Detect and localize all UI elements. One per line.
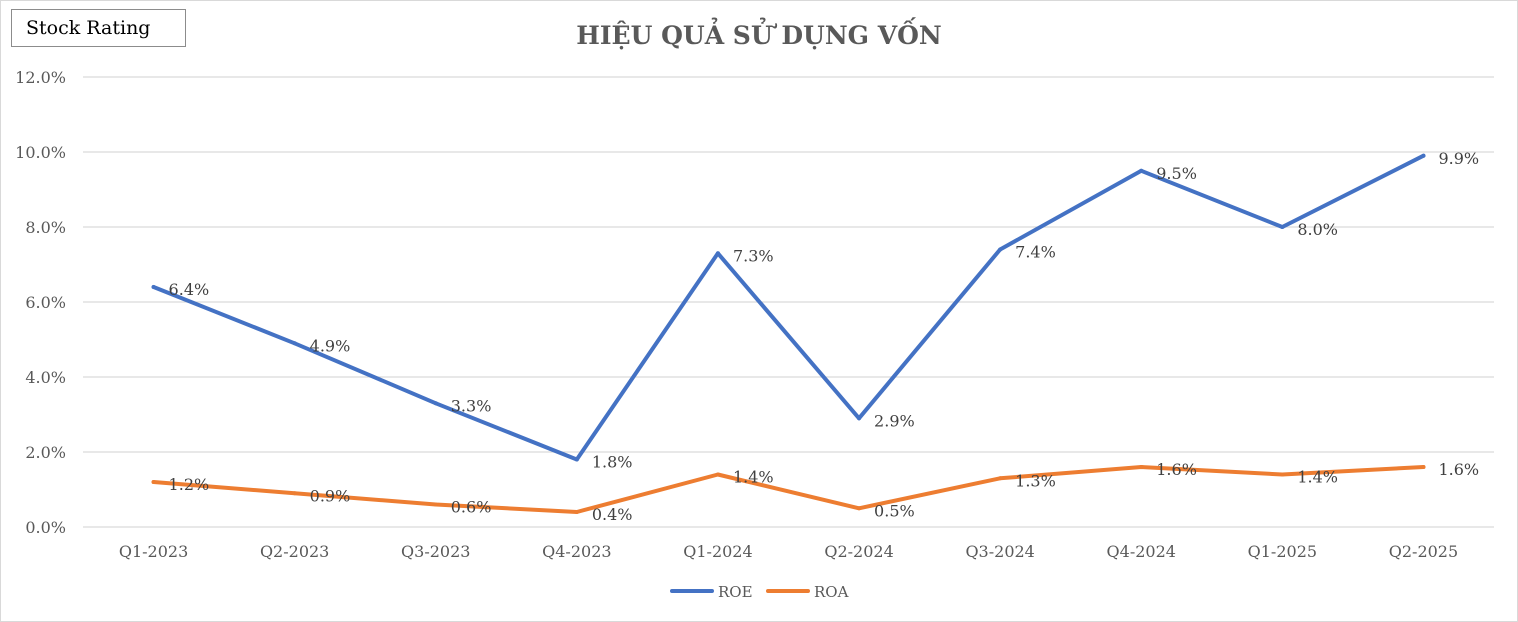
data-point-roe: [1139, 168, 1144, 173]
data-point-roa: [433, 502, 438, 507]
y-tick-label: 10.0%: [15, 143, 66, 162]
x-tick-label: Q2-2023: [260, 542, 329, 561]
data-point-roe: [998, 247, 1003, 252]
data-point-roa: [998, 476, 1003, 481]
data-point-roe: [433, 401, 438, 406]
data-point-roe: [1421, 153, 1426, 158]
data-label-roa: 0.6%: [451, 498, 492, 517]
series-line-roa: [151, 465, 1426, 514]
data-label-roa: 1.4%: [1297, 468, 1338, 487]
data-label-roa: 1.2%: [169, 475, 210, 494]
chart-title: HIỆU QUẢ SỬ DỤNG VỐN: [576, 18, 942, 50]
x-tick-label: Q1-2025: [1248, 542, 1317, 561]
x-tick-label: Q3-2024: [965, 542, 1034, 561]
data-label-roe: 2.9%: [874, 411, 915, 430]
y-tick-label: 0.0%: [25, 518, 66, 537]
data-point-roe: [574, 457, 579, 462]
data-label-roe: 9.5%: [1156, 164, 1197, 183]
y-tick-label: 12.0%: [15, 68, 66, 87]
data-label-roe: 4.9%: [310, 336, 351, 355]
data-label-roe: 7.4%: [1015, 243, 1056, 262]
data-label-roe: 8.0%: [1297, 220, 1338, 239]
data-point-roe: [1280, 225, 1285, 229]
data-label-roa: 0.9%: [310, 486, 351, 505]
data-point-roa: [857, 506, 862, 511]
series-group: [151, 153, 1426, 514]
data-label-roa: 1.3%: [1015, 471, 1056, 490]
y-tick-label: 4.0%: [25, 368, 66, 387]
y-tick-label: 8.0%: [25, 218, 66, 237]
x-tick-label: Q1-2023: [119, 542, 188, 561]
gridlines: [83, 76, 1494, 528]
data-point-roe: [151, 285, 156, 289]
data-point-roe: [857, 416, 862, 421]
x-tick-label: Q3-2023: [401, 542, 470, 561]
data-label-roa: 1.6%: [1438, 460, 1479, 479]
x-tick-label: Q2-2024: [824, 542, 893, 561]
legend-label-roe: ROE: [718, 583, 753, 601]
data-label-roa: 1.6%: [1156, 460, 1197, 479]
data-label-roe: 9.9%: [1438, 149, 1479, 168]
x-axis: Q1-2023 Q2-2023 Q3-2023 Q4-2023 Q1-2024 Q2-20…: [119, 542, 1458, 561]
data-labels: 6.4% 4.9% 3.3% 1.8% 7.3% 2.9% 7.4% 9.5% 8.0% 9.9%…: [169, 149, 1480, 524]
data-point-roe: [292, 341, 297, 346]
x-tick-label: Q1-2024: [683, 542, 752, 561]
y-axis: 0.0% 2.0% 4.0% 6.0% 8.0% 10.0% 12.0%: [15, 68, 66, 537]
data-point-roa: [715, 472, 720, 477]
data-label-roa: 0.4%: [592, 505, 633, 524]
data-point-roa: [292, 491, 297, 496]
data-point-roa: [1421, 465, 1426, 469]
data-label-roe: 6.4%: [169, 280, 210, 299]
x-tick-label: Q4-2024: [1107, 542, 1176, 561]
data-label-roe: 1.8%: [592, 453, 633, 472]
legend-label-roa: ROA: [814, 583, 849, 601]
stock-rating-badge: Stock Rating: [11, 9, 186, 47]
x-tick-label: Q2-2025: [1389, 542, 1458, 561]
x-tick-label: Q4-2023: [542, 542, 611, 561]
data-point-roe: [715, 251, 720, 256]
data-point-roa: [151, 480, 156, 484]
data-point-roa: [574, 510, 579, 514]
legend: ROE ROA: [670, 583, 849, 601]
data-label-roa: 0.5%: [874, 501, 915, 520]
data-label-roa: 1.4%: [733, 468, 774, 487]
data-label-roe: 3.3%: [451, 396, 492, 415]
y-tick-label: 2.0%: [25, 443, 66, 462]
data-label-roe: 7.3%: [733, 246, 774, 265]
data-point-roa: [1280, 472, 1285, 477]
data-point-roa: [1139, 465, 1144, 469]
y-tick-label: 6.0%: [25, 293, 66, 312]
series-line-roe: [151, 153, 1426, 462]
